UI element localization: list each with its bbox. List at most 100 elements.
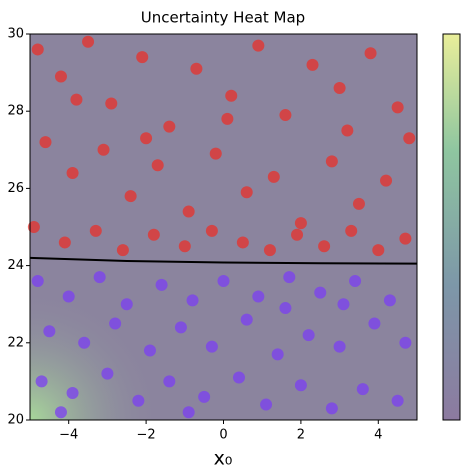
point: [279, 302, 292, 315]
point: [205, 340, 218, 353]
point: [325, 155, 338, 168]
point: [318, 240, 331, 253]
point: [279, 109, 292, 122]
point: [35, 375, 48, 388]
x-tick-label: 4: [374, 428, 382, 443]
point: [54, 406, 67, 419]
point: [174, 321, 187, 334]
point: [217, 275, 230, 288]
point: [252, 290, 265, 303]
point: [132, 394, 145, 407]
point: [356, 383, 369, 396]
point: [205, 224, 218, 237]
point: [260, 398, 273, 411]
point: [399, 336, 412, 349]
point: [31, 275, 44, 288]
y-tick-label: 26: [7, 181, 24, 196]
point: [240, 313, 253, 326]
x-tick-label: 2: [297, 428, 305, 443]
point: [66, 166, 79, 179]
point: [240, 186, 253, 199]
point: [124, 190, 137, 203]
heatmap-corner: [30, 34, 417, 420]
point: [97, 143, 110, 156]
point: [391, 394, 404, 407]
point: [163, 375, 176, 388]
point: [283, 271, 296, 284]
point: [186, 294, 199, 307]
point: [66, 386, 79, 399]
point: [368, 317, 381, 330]
point: [155, 278, 168, 291]
point: [306, 58, 319, 71]
point: [101, 367, 114, 380]
point: [93, 271, 106, 284]
point: [178, 240, 191, 253]
point: [136, 51, 149, 64]
point: [54, 70, 67, 83]
point: [271, 348, 284, 361]
point: [399, 232, 412, 245]
point: [39, 136, 52, 149]
y-tick-label: 24: [7, 258, 24, 273]
point: [352, 197, 365, 210]
point: [43, 325, 56, 338]
point: [27, 221, 40, 233]
point: [82, 35, 95, 48]
point: [236, 236, 249, 249]
point: [140, 132, 153, 145]
point: [62, 290, 75, 303]
point: [143, 344, 156, 357]
point: [198, 390, 211, 403]
point: [89, 224, 102, 237]
point: [116, 244, 129, 257]
x-tick-label: −4: [59, 428, 78, 443]
colorbar: [442, 33, 461, 421]
point: [190, 62, 203, 75]
point: [58, 236, 71, 249]
point: [151, 159, 164, 172]
point: [302, 329, 315, 342]
point: [372, 244, 385, 257]
x-tick-label: −2: [137, 428, 156, 443]
point: [182, 406, 195, 419]
point: [341, 124, 354, 137]
point: [333, 340, 346, 353]
point: [294, 217, 307, 230]
point: [380, 174, 393, 187]
y-tick-label: 22: [7, 335, 24, 350]
point: [78, 336, 91, 349]
point: [314, 286, 327, 299]
point: [267, 170, 280, 183]
point: [147, 228, 160, 241]
point: [209, 147, 222, 160]
decision-boundary: [29, 256, 418, 265]
point: [232, 371, 245, 384]
point: [263, 244, 276, 257]
point: [163, 120, 176, 133]
y-tick-label: 28: [7, 104, 24, 119]
point: [120, 298, 133, 311]
point: [291, 228, 304, 241]
point: [31, 43, 44, 56]
y-tick-label: 20: [7, 413, 24, 428]
point: [391, 101, 404, 114]
point: [345, 224, 358, 237]
point: [70, 93, 83, 106]
point: [349, 275, 362, 288]
x-axis-label: x₀: [214, 448, 233, 470]
point: [337, 298, 350, 311]
point: [403, 132, 416, 145]
point: [109, 317, 122, 330]
point: [364, 47, 377, 60]
y-tick-label: 30: [7, 27, 24, 42]
point: [105, 97, 118, 110]
point: [383, 294, 396, 307]
point: [294, 379, 307, 392]
x-tick-label: 0: [219, 428, 227, 443]
point: [325, 402, 338, 415]
point: [221, 112, 234, 125]
point: [182, 205, 195, 218]
point: [225, 89, 238, 102]
